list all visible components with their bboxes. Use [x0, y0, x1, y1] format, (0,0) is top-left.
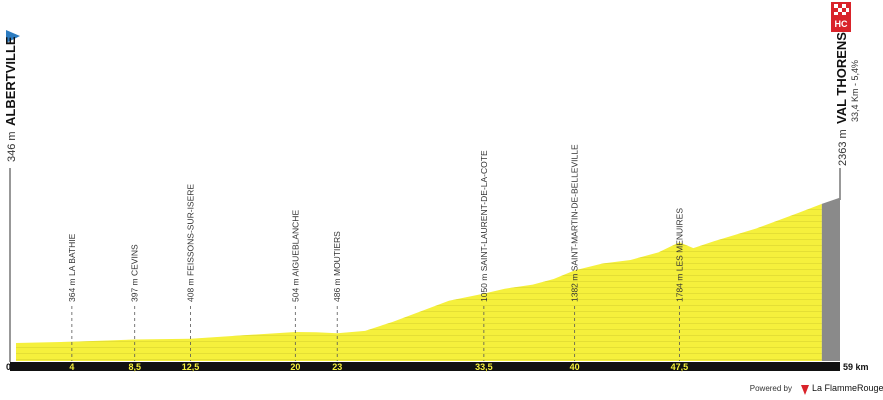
- x-tick-label: 4: [69, 362, 74, 372]
- brand: La FlammeRouge: [812, 383, 883, 393]
- waypoint-label: 408 m FEISSONS-SUR-ISERE: [186, 184, 196, 302]
- waypoint-label: 1784 m LES MENUIRES: [674, 208, 684, 302]
- brand-logo: [801, 385, 809, 395]
- x-tick-label: 59 km: [843, 362, 869, 372]
- x-tick-label: 33,5: [475, 362, 493, 372]
- finish-climb: 33,4 Km - 5,4%: [850, 60, 860, 122]
- x-tick-label: 0: [6, 362, 11, 372]
- x-tick-label: 12,5: [182, 362, 200, 372]
- waypoint-label: 364 m LA BATHIE: [67, 233, 77, 302]
- profile-stripes: [16, 203, 822, 361]
- checker: [834, 4, 849, 15]
- profile-area: [821, 197, 840, 361]
- x-tick-label: 23: [332, 362, 342, 372]
- start-flag: [6, 30, 20, 43]
- waypoint-label: 397 m CEVINS: [130, 244, 140, 302]
- start-name: ALBERTVILLE: [3, 36, 18, 126]
- finish-name: VAL THORENS: [834, 32, 849, 124]
- start-altitude: 346 m: [6, 131, 18, 162]
- x-tick-label: 8,5: [128, 362, 141, 372]
- waypoint-label: 486 m MOUTIERS: [332, 231, 342, 302]
- waypoint-label: 1382 m SAINT-MARTIN-DE-BELLEVILLE: [570, 144, 580, 302]
- waypoint-label: 1050 m SAINT-LAURENT-DE-LA-COTE: [479, 150, 489, 302]
- finish-altitude: 2363 m: [837, 129, 849, 166]
- x-tick-label: 20: [290, 362, 300, 372]
- category: HC: [835, 19, 848, 29]
- x-tick-label: 47,5: [671, 362, 689, 372]
- km-bar: [10, 362, 840, 371]
- x-tick-label: 40: [570, 362, 580, 372]
- waypoint-label: 504 m AIGUEBLANCHE: [290, 210, 300, 302]
- powered-by: Powered by: [750, 384, 792, 393]
